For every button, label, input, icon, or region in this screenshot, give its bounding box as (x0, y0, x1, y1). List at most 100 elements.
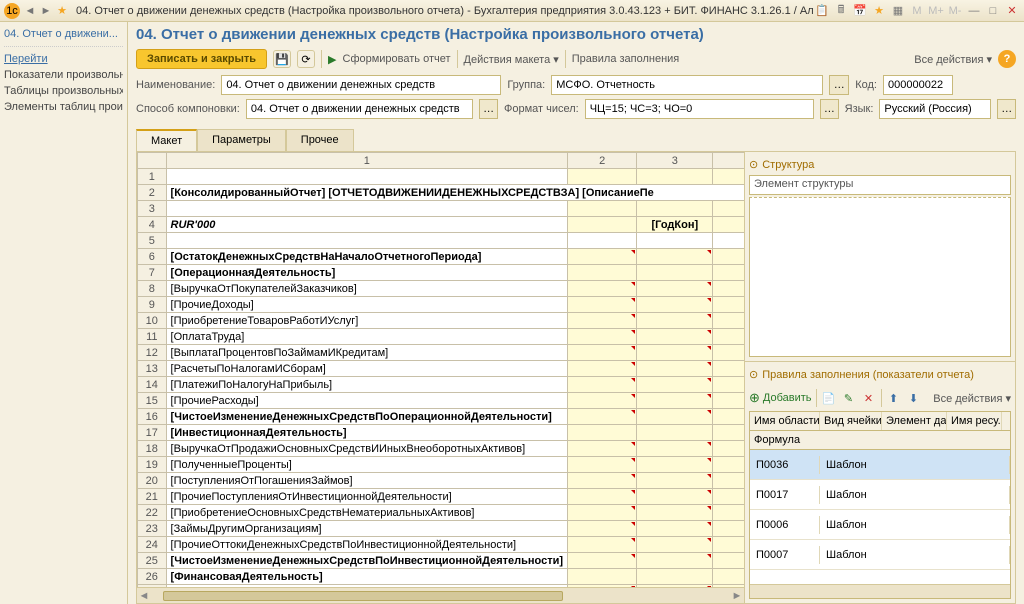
sidebar-item[interactable]: Показатели произвольн... (4, 67, 123, 83)
rules-title[interactable]: Правила заполнения (показатели отчета) (749, 366, 1011, 385)
page-title: 04. Отчет о движении денежных средств (Н… (136, 26, 1016, 43)
sidebar-item[interactable]: Таблицы произвольных о... (4, 83, 123, 99)
tab-params[interactable]: Параметры (197, 129, 286, 151)
sheet-row[interactable]: 18[ВыручкаОтПродажиОсновныхСредствИИныхВ… (138, 441, 745, 457)
move-up-icon[interactable]: ⬆ (886, 390, 902, 406)
tb-m-icon[interactable]: M (909, 3, 925, 19)
move-down-icon[interactable]: ⬇ (906, 390, 922, 406)
sheet-row[interactable]: 7[ОперационнаяДеятельность] (138, 265, 745, 281)
numfmt-select-icon[interactable]: … (820, 99, 839, 119)
sheet-row[interactable]: 8[ВыручкаОтПокупателейЗаказчиков] (138, 281, 745, 297)
refresh-icon[interactable]: ⟳ (297, 50, 315, 68)
add-button[interactable]: Добавить (749, 390, 812, 406)
nav-fwd-icon[interactable]: ► (38, 3, 54, 19)
rules-formula-col: Формула (750, 431, 1010, 450)
tb-calendar-icon[interactable]: 📅 (852, 3, 868, 19)
tab-other[interactable]: Прочее (286, 129, 354, 151)
save-icon[interactable]: 💾 (273, 50, 291, 68)
rules-panel: Правила заполнения (показатели отчета) Д… (745, 362, 1015, 603)
sheet-row[interactable]: 4RUR'000[ГодКон][ГодНа (138, 217, 745, 233)
structure-panel: Структура Элемент структуры (745, 152, 1015, 362)
rules-scrollbar[interactable] (750, 584, 1010, 598)
sheet-row[interactable]: 3 (138, 201, 745, 217)
window-titlebar: 1c ◄ ► ★ 04. Отчет о движении денежных с… (0, 0, 1024, 22)
all-actions-menu[interactable]: Все действия ▾ (914, 53, 992, 66)
sheet-row[interactable]: 21[ПрочиеПоступленияОтИнвестиционнойДеят… (138, 489, 745, 505)
horizontal-scrollbar[interactable]: ◄► (137, 587, 744, 603)
tab-layout[interactable]: Макет (136, 129, 197, 151)
sheet-row[interactable]: 24[ПрочиеОттокиДенежныхСредствПоИнвестиц… (138, 537, 745, 553)
nav-back-icon[interactable]: ◄ (22, 3, 38, 19)
window-title: 04. Отчет о движении денежных средств (Н… (70, 5, 814, 17)
tb-mplus-icon[interactable]: M+ (928, 3, 944, 19)
app-icon: 1c (4, 3, 20, 19)
tb-calc-icon[interactable]: 🖩 (833, 3, 849, 19)
name-input[interactable] (221, 75, 501, 95)
sheet-row[interactable]: 11[ОплатаТруда] (138, 329, 745, 345)
play-icon: ▶ (328, 53, 336, 66)
close-icon[interactable]: ✕ (1004, 3, 1020, 19)
rules-row[interactable]: П0017Шаблон (750, 480, 1010, 510)
structure-title[interactable]: Структура (749, 156, 1011, 175)
save-close-button[interactable]: Записать и закрыть (136, 49, 267, 69)
rules-row[interactable]: П0006Шаблон (750, 510, 1010, 540)
rules-all-actions[interactable]: Все действия ▾ (933, 392, 1011, 405)
fill-rules-button[interactable]: Правила заполнения (572, 53, 680, 65)
help-icon[interactable]: ? (998, 50, 1016, 68)
sidebar-goto[interactable]: Перейти (4, 51, 123, 67)
left-sidebar: 04. Отчет о движени... Перейти Показател… (0, 22, 128, 604)
code-input[interactable] (883, 75, 953, 95)
sheet-row[interactable]: 5 (138, 233, 745, 249)
numfmt-label: Формат чисел: (504, 103, 579, 115)
layout-input[interactable] (246, 99, 474, 119)
sheet-row[interactable]: 23[ЗаймыДругимОрганизациям] (138, 521, 745, 537)
sheet-row[interactable]: 25[ЧистоеИзменениеДенежныхСредствПоИнвес… (138, 553, 745, 569)
minimize-icon[interactable]: — (966, 3, 982, 19)
maximize-icon[interactable]: □ (985, 3, 1001, 19)
sheet-row[interactable]: 14[ПлатежиПоНалогуНаПрибыль] (138, 377, 745, 393)
tabs: Макет Параметры Прочее (136, 129, 1016, 151)
favorite-icon[interactable]: ★ (54, 3, 70, 19)
sidebar-tab-title[interactable]: 04. Отчет о движени... (4, 26, 123, 47)
generate-report-button[interactable]: Сформировать отчет (343, 53, 451, 65)
sheet-row[interactable]: 17[ИнвестиционнаяДеятельность] (138, 425, 745, 441)
structure-tree[interactable] (749, 197, 1011, 357)
tb-star-icon[interactable]: ★ (871, 3, 887, 19)
tb-mminus-icon[interactable]: M- (947, 3, 963, 19)
lang-label: Язык: (845, 103, 874, 115)
rules-row[interactable]: П0036Шаблон (750, 450, 1010, 480)
sheet-row[interactable]: 22[ПриобретениеОсновныхСредствНематериал… (138, 505, 745, 521)
sheet-row[interactable]: 6[ОстатокДенежныхСредствНаНачалоОтчетног… (138, 249, 745, 265)
edit-icon[interactable]: ✎ (841, 390, 857, 406)
sheet-row[interactable]: 26[ФинансоваяДеятельность] (138, 569, 745, 585)
structure-element-field[interactable]: Элемент структуры (749, 175, 1011, 195)
tb-save-icon[interactable]: 📋 (814, 3, 830, 19)
sheet-row[interactable]: 1 (138, 169, 745, 185)
sheet-row[interactable]: 9[ПрочиеДоходы] (138, 297, 745, 313)
group-select-icon[interactable]: … (829, 75, 849, 95)
layout-actions-menu[interactable]: Действия макета ▾ (464, 53, 559, 66)
code-label: Код: (855, 79, 877, 91)
sheet-row[interactable]: 20[ПоступленияОтПогашенияЗаймов] (138, 473, 745, 489)
numfmt-input[interactable] (585, 99, 814, 119)
sidebar-item[interactable]: Элементы таблиц произв... (4, 99, 123, 115)
spreadsheet[interactable]: 1234512[КонсолидированныйОтчет] [ОТЧЕТОД… (137, 152, 744, 587)
rules-row[interactable]: П0007Шаблон (750, 540, 1010, 570)
group-input[interactable] (551, 75, 823, 95)
delete-icon[interactable]: ✕ (861, 390, 877, 406)
sheet-row[interactable]: 10[ПриобретениеТоваровРаботИУслуг] (138, 313, 745, 329)
sheet-row[interactable]: 12[ВыплатаПроцентовПоЗаймамИКредитам] (138, 345, 745, 361)
main-toolbar: Записать и закрыть 💾 ⟳ ▶ Сформировать от… (136, 49, 1016, 69)
layout-label: Способ компоновки: (136, 103, 240, 115)
tb-grid-icon[interactable]: ▦ (890, 3, 906, 19)
lang-input[interactable] (879, 99, 991, 119)
sheet-row[interactable]: 13[РасчетыПоНалогамИСборам] (138, 361, 745, 377)
sheet-row[interactable]: 16[ЧистоеИзменениеДенежныхСредствПоОпера… (138, 409, 745, 425)
sheet-row[interactable]: 2[КонсолидированныйОтчет] [ОТЧЕТОДВИЖЕНИ… (138, 185, 745, 201)
sheet-row[interactable]: 19[ПолученныеПроценты] (138, 457, 745, 473)
layout-select-icon[interactable]: … (479, 99, 498, 119)
copy-icon[interactable]: 📄 (821, 390, 837, 406)
name-label: Наименование: (136, 79, 215, 91)
sheet-row[interactable]: 15[ПрочиеРасходы] (138, 393, 745, 409)
lang-select-icon[interactable]: … (997, 99, 1016, 119)
